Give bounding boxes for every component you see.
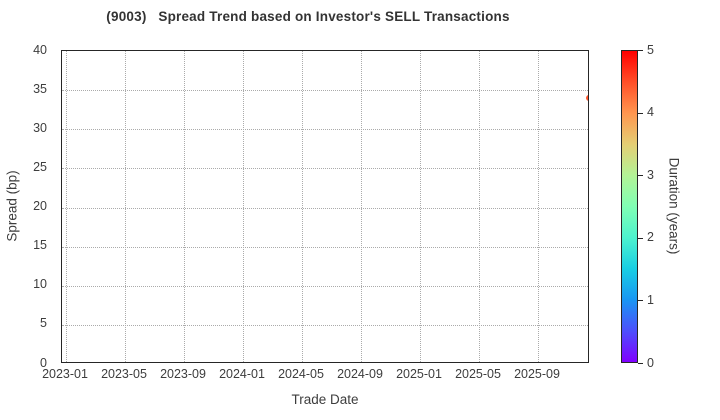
y-tick-label: 10 — [33, 277, 47, 292]
colorbar-tick-mark — [638, 237, 643, 239]
x-tick-label: 2023-01 — [42, 367, 88, 381]
x-tick-label: 2024-09 — [337, 367, 383, 381]
x-tick-label: 2025-01 — [396, 367, 442, 381]
chart-title: (9003) Spread Trend based on Investor's … — [106, 9, 510, 24]
gridline-vertical — [420, 51, 421, 362]
colorbar-tick-label: 3 — [647, 167, 654, 182]
gridline-vertical — [184, 51, 185, 362]
colorbar-tick-mark — [638, 175, 643, 177]
scatter-data-point[interactable] — [586, 94, 588, 101]
gridline-vertical — [361, 51, 362, 362]
gridline-horizontal — [62, 168, 588, 170]
colorbar-tick-label: 1 — [647, 292, 654, 307]
colorbar-tick-mark — [638, 300, 643, 302]
colorbar-tick-label: 5 — [647, 42, 654, 57]
gridline-vertical — [125, 51, 126, 362]
gridline-horizontal — [62, 129, 588, 131]
y-tick-label: 35 — [33, 81, 47, 96]
gridline-horizontal — [62, 285, 588, 287]
gridline-horizontal — [62, 207, 588, 209]
colorbar-tick-mark — [638, 363, 643, 364]
gridline-vertical — [479, 51, 480, 362]
x-tick-label: 2025-09 — [514, 367, 560, 381]
gridline-vertical — [302, 51, 303, 362]
gridline-vertical — [66, 51, 67, 362]
colorbar-tick-mark — [638, 50, 643, 51]
x-axis-label: Trade Date — [291, 392, 359, 407]
gridline-vertical — [243, 51, 244, 362]
x-tick-label: 2023-05 — [101, 367, 147, 381]
colorbar-axis-label: Duration (years) — [666, 157, 682, 255]
x-tick-label: 2024-05 — [278, 367, 324, 381]
colorbar-gradient — [621, 50, 638, 363]
gridline-horizontal — [62, 246, 588, 248]
colorbar-tick-label: 4 — [647, 105, 654, 120]
y-tick-label: 5 — [40, 316, 47, 331]
colorbar-tick-label: 2 — [647, 230, 654, 245]
x-tick-label: 2024-01 — [219, 367, 265, 381]
y-tick-label: 40 — [33, 42, 47, 57]
plot-area — [61, 50, 589, 363]
gridline-horizontal — [62, 324, 588, 326]
x-tick-label: 2025-05 — [455, 367, 501, 381]
y-tick-label: 25 — [33, 159, 47, 174]
colorbar-tick-mark — [638, 112, 643, 114]
y-tick-label: 0 — [40, 355, 47, 370]
x-tick-label: 2023-09 — [160, 367, 206, 381]
y-tick-label: 15 — [33, 238, 47, 253]
y-tick-label: 20 — [33, 199, 47, 213]
colorbar-tick-label: 0 — [647, 355, 654, 370]
gridline-vertical — [538, 51, 539, 362]
y-tick-label: 30 — [33, 120, 47, 135]
gridline-horizontal — [62, 90, 588, 92]
